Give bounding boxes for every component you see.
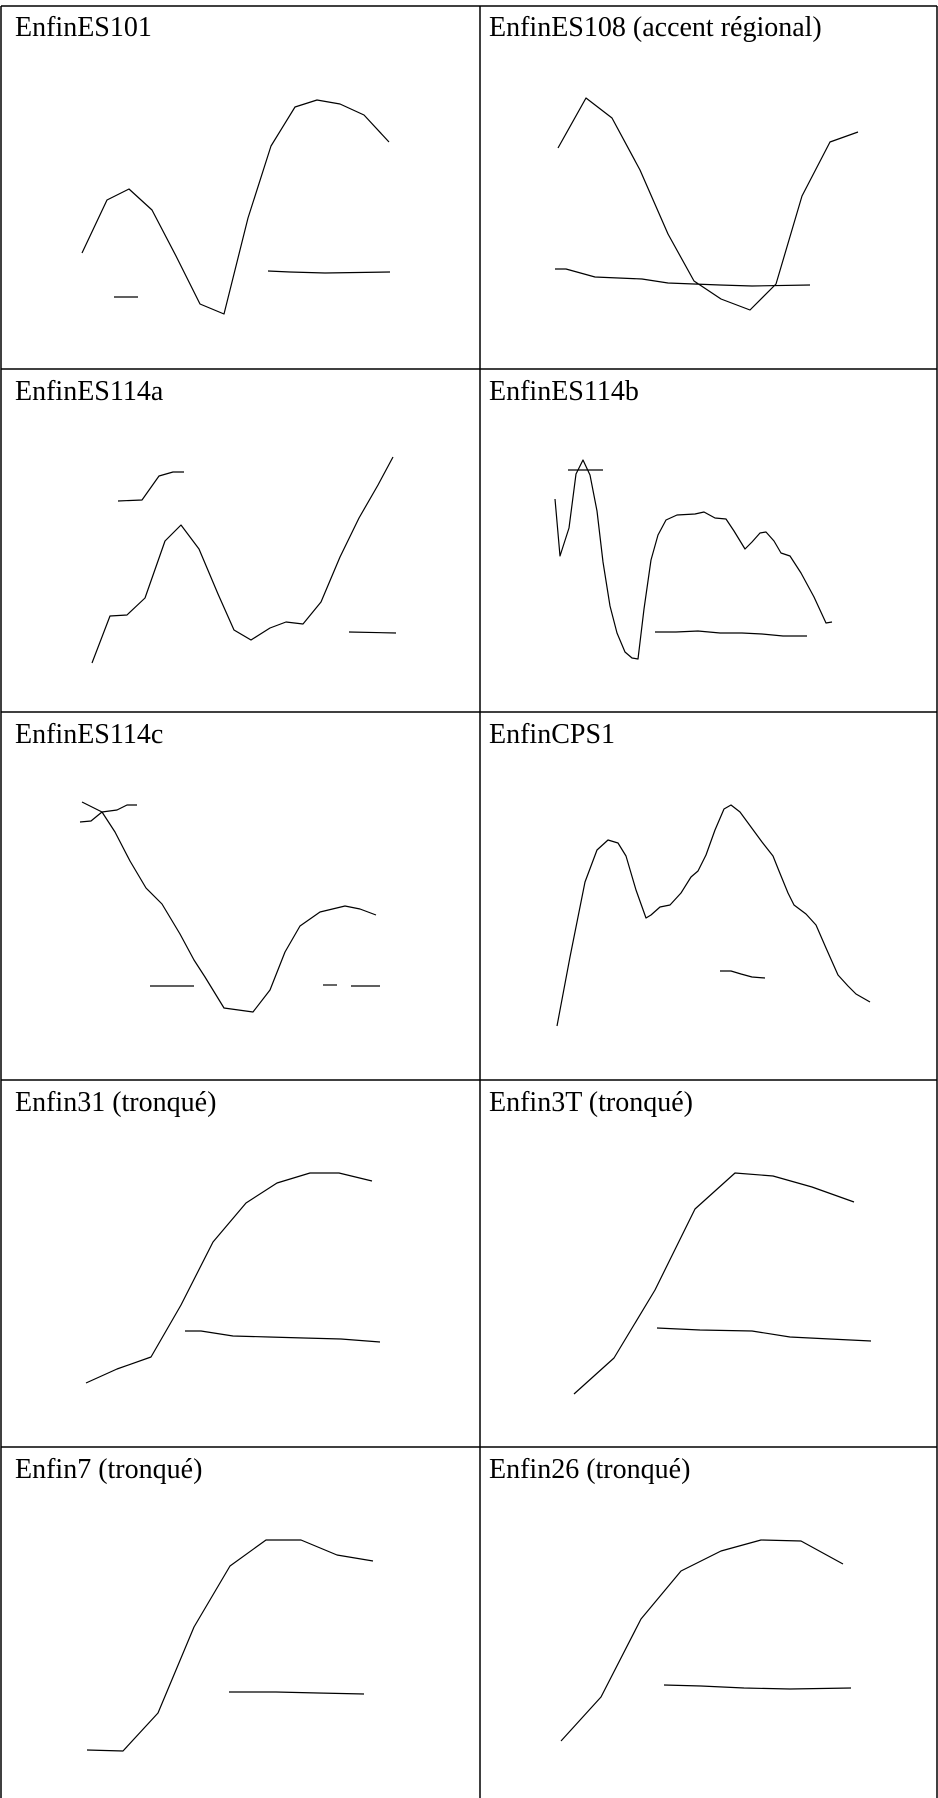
trace-es114a <box>91 456 397 664</box>
trace-enfin26 <box>560 1539 852 1742</box>
panel-label-es114b: EnfinES114b <box>489 376 639 407</box>
trace-es101 <box>81 99 391 315</box>
trace-es114b <box>554 459 833 660</box>
panel-label-enfin7: Enfin7 (tronqué) <box>15 1454 203 1485</box>
panel-label-es108: EnfinES108 (accent régional) <box>489 12 822 43</box>
trace-es108 <box>555 97 859 311</box>
panel-label-es114c: EnfinES114c <box>15 719 164 750</box>
panel-label-cps1: EnfinCPS1 <box>489 719 616 750</box>
panel-label-enfin3t: Enfin3T (tronqué) <box>489 1087 693 1118</box>
trace-es114c <box>79 801 380 1013</box>
trace-enfin31 <box>85 1172 381 1384</box>
panel-label-enfin26: Enfin26 (tronqué) <box>489 1454 691 1485</box>
panel-label-es101: EnfinES101 <box>15 12 152 43</box>
panel-label-enfin31: Enfin31 (tronqué) <box>15 1087 217 1118</box>
panel-label-es114a: EnfinES114a <box>15 376 164 407</box>
trace-enfin3t <box>573 1172 872 1395</box>
trace-enfin7 <box>86 1539 374 1752</box>
trace-cps1 <box>556 804 871 1027</box>
